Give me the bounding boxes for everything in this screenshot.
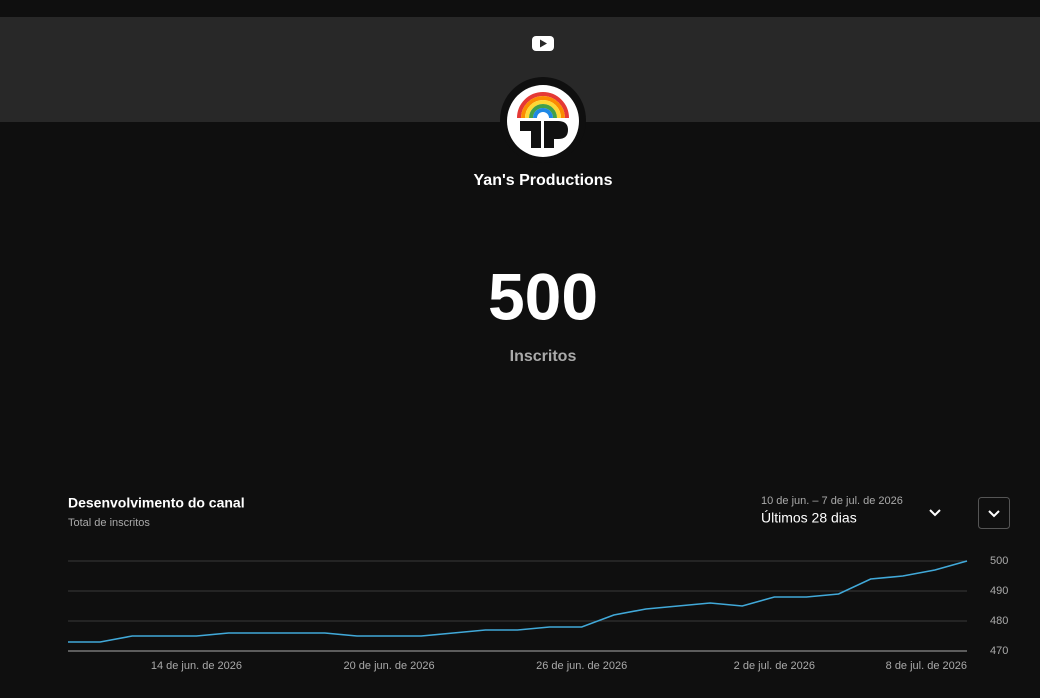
y-tick-label: 500: [990, 555, 1008, 567]
series-line: [68, 560, 968, 643]
youtube-icon: [532, 36, 554, 51]
x-tick-label: 2 de jul. de 2026: [734, 660, 815, 672]
channel-avatar: [500, 77, 586, 163]
channel-name: Yan's Productions: [474, 172, 613, 189]
y-tick-label: 470: [990, 645, 1008, 657]
subscriber-label: Inscritos: [510, 348, 577, 365]
chart: 470 480 490 500 14 de jun. de 2026 20 de jun.…: [68, 555, 1008, 672]
x-tick-label: 26 de jun. de 2026: [536, 660, 627, 672]
x-tick-label: 20 de jun. de 2026: [344, 660, 435, 672]
chart-title: Desenvolvimento do canal: [68, 495, 245, 511]
options-button[interactable]: [978, 497, 1010, 529]
date-range: 10 de jun. – 7 de jul. de 2026: [761, 495, 903, 507]
x-tick-label: 8 de jul. de 2026: [886, 660, 967, 672]
y-tick-label: 490: [990, 585, 1008, 597]
x-tick-label: 14 de jun. de 2026: [151, 660, 242, 672]
chart-subtitle: Total de inscritos: [68, 517, 150, 529]
y-tick-label: 480: [990, 615, 1008, 627]
subscriber-count: 500: [488, 259, 598, 333]
period-selector[interactable]: Últimos 28 dias: [761, 510, 857, 526]
period-dropdown[interactable]: [929, 509, 941, 517]
